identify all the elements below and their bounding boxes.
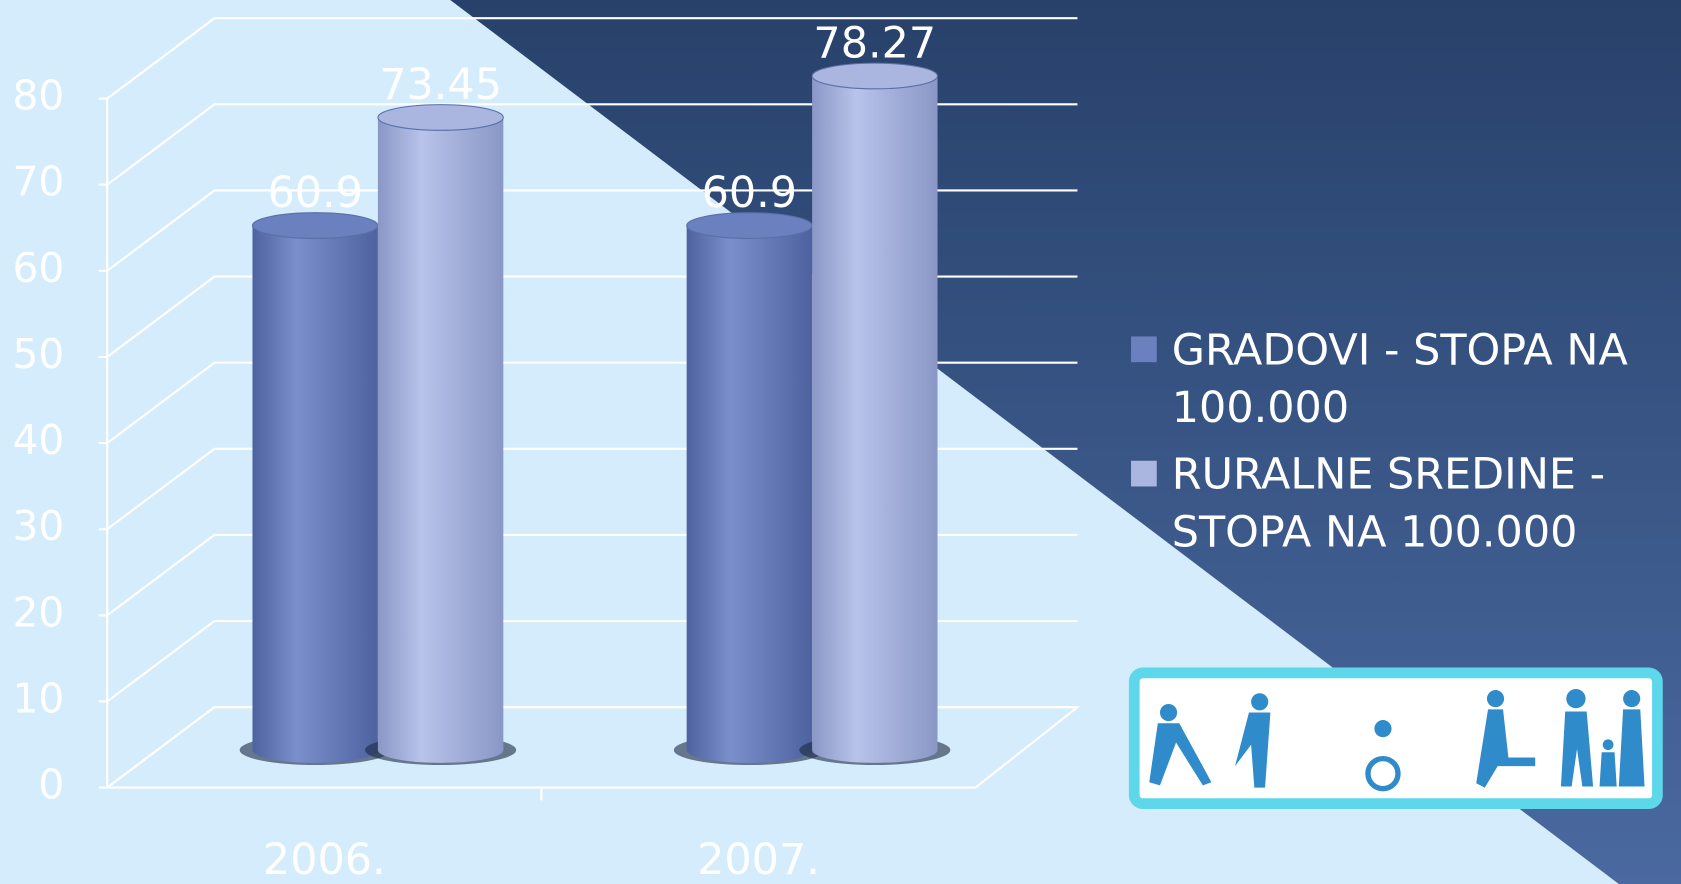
y-tick-label: 70	[12, 158, 64, 206]
y-tick-label: 60	[12, 244, 64, 292]
legend-swatch	[1131, 460, 1157, 487]
y-tick-label: 50	[12, 330, 64, 378]
grid-line	[106, 103, 1078, 186]
cylinder-top	[811, 62, 939, 90]
legend-item: GRADOVI - STOPA NA 100.000	[1131, 321, 1681, 437]
data-label: 60.9	[702, 168, 797, 218]
legend-label: GRADOVI - STOPA NA 100.000	[1171, 325, 1628, 433]
y-tick-label: 20	[12, 588, 64, 636]
bar	[252, 225, 378, 751]
cylinder	[799, 62, 951, 766]
cylinder-bottom	[812, 737, 938, 763]
cylinder-top	[377, 104, 504, 131]
cylinder	[365, 104, 517, 766]
legend-label: RURALNE SREDINE - STOPA NA 100.000	[1171, 450, 1606, 558]
cylinder-bottom	[686, 737, 813, 763]
y-tick-label: 0	[38, 761, 64, 809]
cylinder-bottom	[252, 737, 378, 763]
data-label: 78.27	[813, 18, 936, 68]
y-tick-label: 10	[12, 674, 64, 722]
legend-item: RURALNE SREDINE - STOPA NA 100.000	[1131, 446, 1681, 562]
cylinder	[239, 212, 391, 766]
legend-swatch	[1131, 336, 1157, 363]
legend-box: GRADOVI - STOPA NA 100.000 RURALNE SREDIN…	[1131, 321, 1681, 561]
data-label: 73.45	[379, 60, 502, 110]
sports-banner	[1128, 667, 1663, 809]
legend: GRADOVI - STOPA NA 100.000 RURALNE SREDIN…	[1131, 321, 1681, 561]
bar	[812, 75, 938, 751]
y-tick-label: 40	[12, 416, 64, 464]
x-tick-label: 2007.	[697, 835, 820, 884]
y-tick-label: 80	[12, 72, 64, 120]
grid-line	[106, 189, 1078, 272]
grid-line	[106, 17, 1078, 100]
x-tick-label: 2006.	[263, 835, 386, 884]
data-label: 60.9	[267, 168, 362, 218]
cylinder	[673, 212, 825, 766]
y-tick-label: 30	[12, 502, 64, 550]
cylinder-bottom	[377, 737, 504, 763]
bar	[686, 225, 813, 751]
bar	[377, 117, 504, 751]
